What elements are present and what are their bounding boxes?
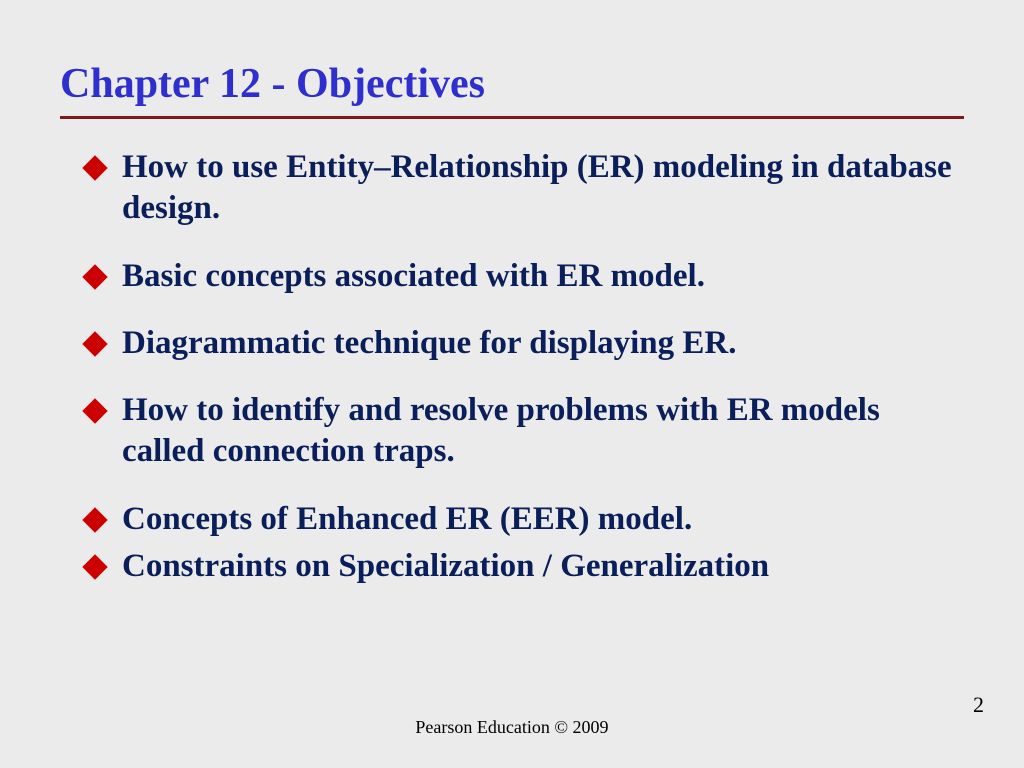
footer-copyright: Pearson Education © 2009	[0, 717, 1024, 738]
bullet-text: Concepts of Enhanced ER (EER) model.	[122, 499, 692, 540]
bullet-text: Diagrammatic technique for displaying ER…	[122, 323, 736, 364]
diamond-icon	[82, 155, 107, 180]
bullet-text: How to identify and resolve problems wit…	[122, 390, 952, 473]
bullet-text: Basic concepts associated with ER model.	[122, 256, 705, 297]
bullet-item: Basic concepts associated with ER model.	[86, 256, 964, 297]
bullet-list: How to use Entity–Relationship (ER) mode…	[60, 147, 964, 587]
diamond-icon	[82, 507, 107, 532]
slide-title: Chapter 12 - Objectives	[60, 60, 964, 119]
bullet-item: Constraints on Specialization / Generali…	[86, 546, 964, 587]
diamond-icon	[82, 331, 107, 356]
bullet-text: Constraints on Specialization / Generali…	[122, 546, 769, 587]
bullet-item: How to identify and resolve problems wit…	[86, 390, 964, 473]
diamond-icon	[82, 554, 107, 579]
page-number: 2	[973, 692, 984, 718]
bullet-item: How to use Entity–Relationship (ER) mode…	[86, 147, 964, 230]
slide: Chapter 12 - Objectives How to use Entit…	[0, 0, 1024, 768]
bullet-text: How to use Entity–Relationship (ER) mode…	[122, 147, 952, 230]
bullet-item: Concepts of Enhanced ER (EER) model.	[86, 499, 964, 540]
bullet-item: Diagrammatic technique for displaying ER…	[86, 323, 964, 364]
diamond-icon	[82, 264, 107, 289]
diamond-icon	[82, 398, 107, 423]
